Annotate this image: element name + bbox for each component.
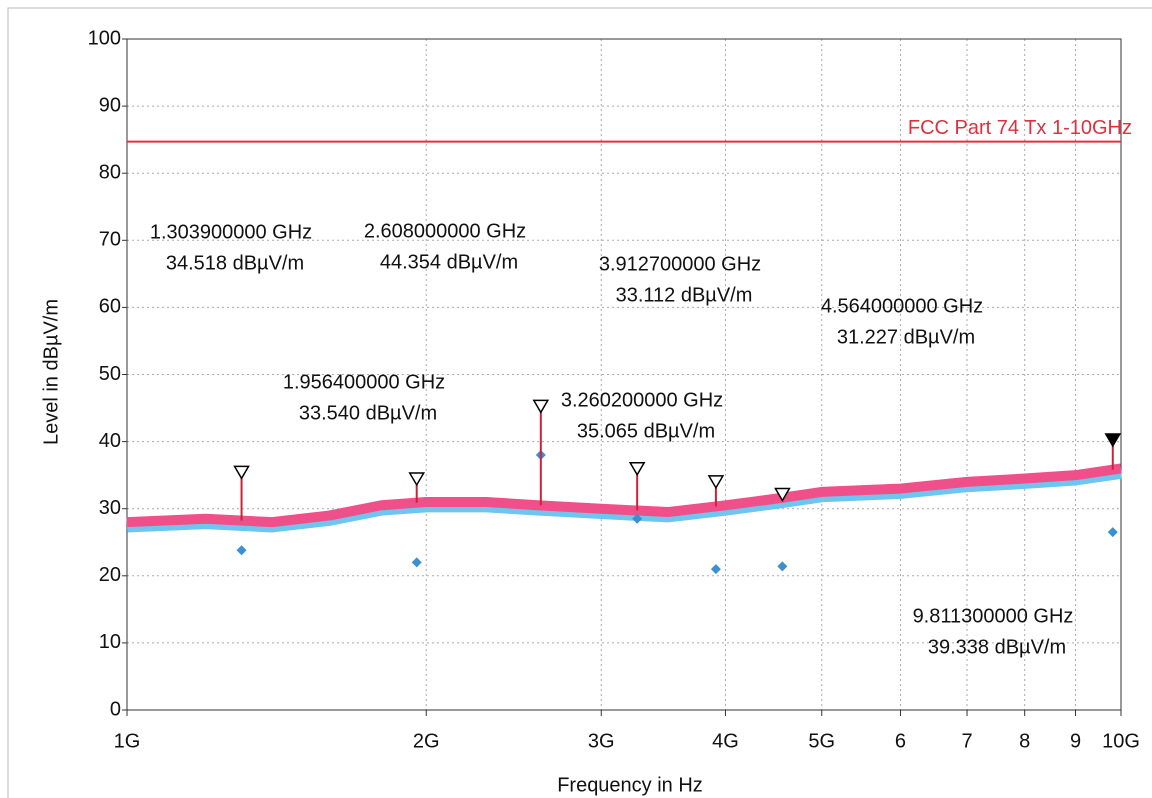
average-point	[1107, 527, 1118, 538]
x-tick-label: 5G	[808, 730, 835, 752]
average-point	[632, 513, 643, 524]
y-tick-label: 10	[99, 631, 121, 653]
marker-level: 31.227 dBµV/m	[837, 326, 975, 348]
marker-level: 33.112 dBµV/m	[616, 284, 753, 306]
marker-triangle	[408, 472, 426, 487]
y-tick-label: 80	[99, 161, 121, 183]
y-tick-label: 40	[99, 430, 121, 452]
x-tick-label: 3G	[588, 730, 615, 752]
y-tick-label: 30	[99, 497, 121, 519]
average-point	[236, 545, 247, 556]
y-tick-label: 70	[99, 229, 121, 251]
marker-frequency: 1.956400000 GHz	[283, 371, 445, 393]
marker-level: 34.518 dBµV/m	[166, 252, 304, 274]
marker-frequency: 2.608000000 GHz	[364, 220, 526, 242]
y-tick-label: 90	[99, 94, 121, 116]
plot-area	[126, 38, 1122, 711]
x-axis-label: Frequency in Hz	[557, 774, 703, 796]
y-tick-label: 20	[99, 564, 121, 586]
marker-triangle	[628, 461, 646, 477]
marker-level: 33.540 dBµV/m	[299, 402, 437, 424]
marker-triangle	[707, 475, 725, 490]
average-point	[411, 557, 422, 568]
x-tick-label: 7	[961, 730, 972, 752]
y-tick-label: 0	[110, 698, 121, 720]
x-tick-label: 9	[1070, 730, 1081, 752]
marker-level: 44.354 dBµV/m	[380, 251, 518, 273]
marker-frequency: 3.260200000 GHz	[561, 389, 723, 411]
x-tick-label: 2G	[413, 730, 440, 752]
limit-label: FCC Part 74 Tx 1-10GHz	[908, 117, 1132, 139]
marker-level: 35.065 dBµV/m	[577, 420, 715, 442]
marker-triangle	[233, 465, 250, 480]
marker-triangle	[532, 399, 550, 414]
trace	[126, 463, 1122, 528]
average-point	[710, 564, 721, 575]
x-tick-label: 10G	[1102, 730, 1140, 752]
y-axis-label: Level in dBµV/m	[40, 299, 62, 445]
y-tick-label: 100	[88, 27, 121, 49]
average-point	[777, 561, 788, 572]
marker-triangle	[1104, 433, 1122, 448]
y-tick-label: 60	[99, 296, 121, 318]
y-tick-label: 50	[99, 363, 121, 385]
marker-frequency: 4.564000000 GHz	[821, 295, 983, 317]
marker-triangle	[774, 487, 791, 502]
x-tick-label: 1G	[114, 730, 141, 752]
marker-level: 39.338 dBµV/m	[928, 636, 1066, 658]
frame	[7, 7, 1152, 798]
x-tick-label: 6	[895, 730, 906, 752]
x-tick-label: 4G	[712, 730, 739, 752]
marker-frequency: 1.303900000 GHz	[150, 221, 312, 243]
x-tick-label: 8	[1019, 730, 1030, 752]
marker-frequency: 3.912700000 GHz	[599, 253, 761, 275]
marker-frequency: 9.811300000 GHz	[913, 605, 1074, 627]
